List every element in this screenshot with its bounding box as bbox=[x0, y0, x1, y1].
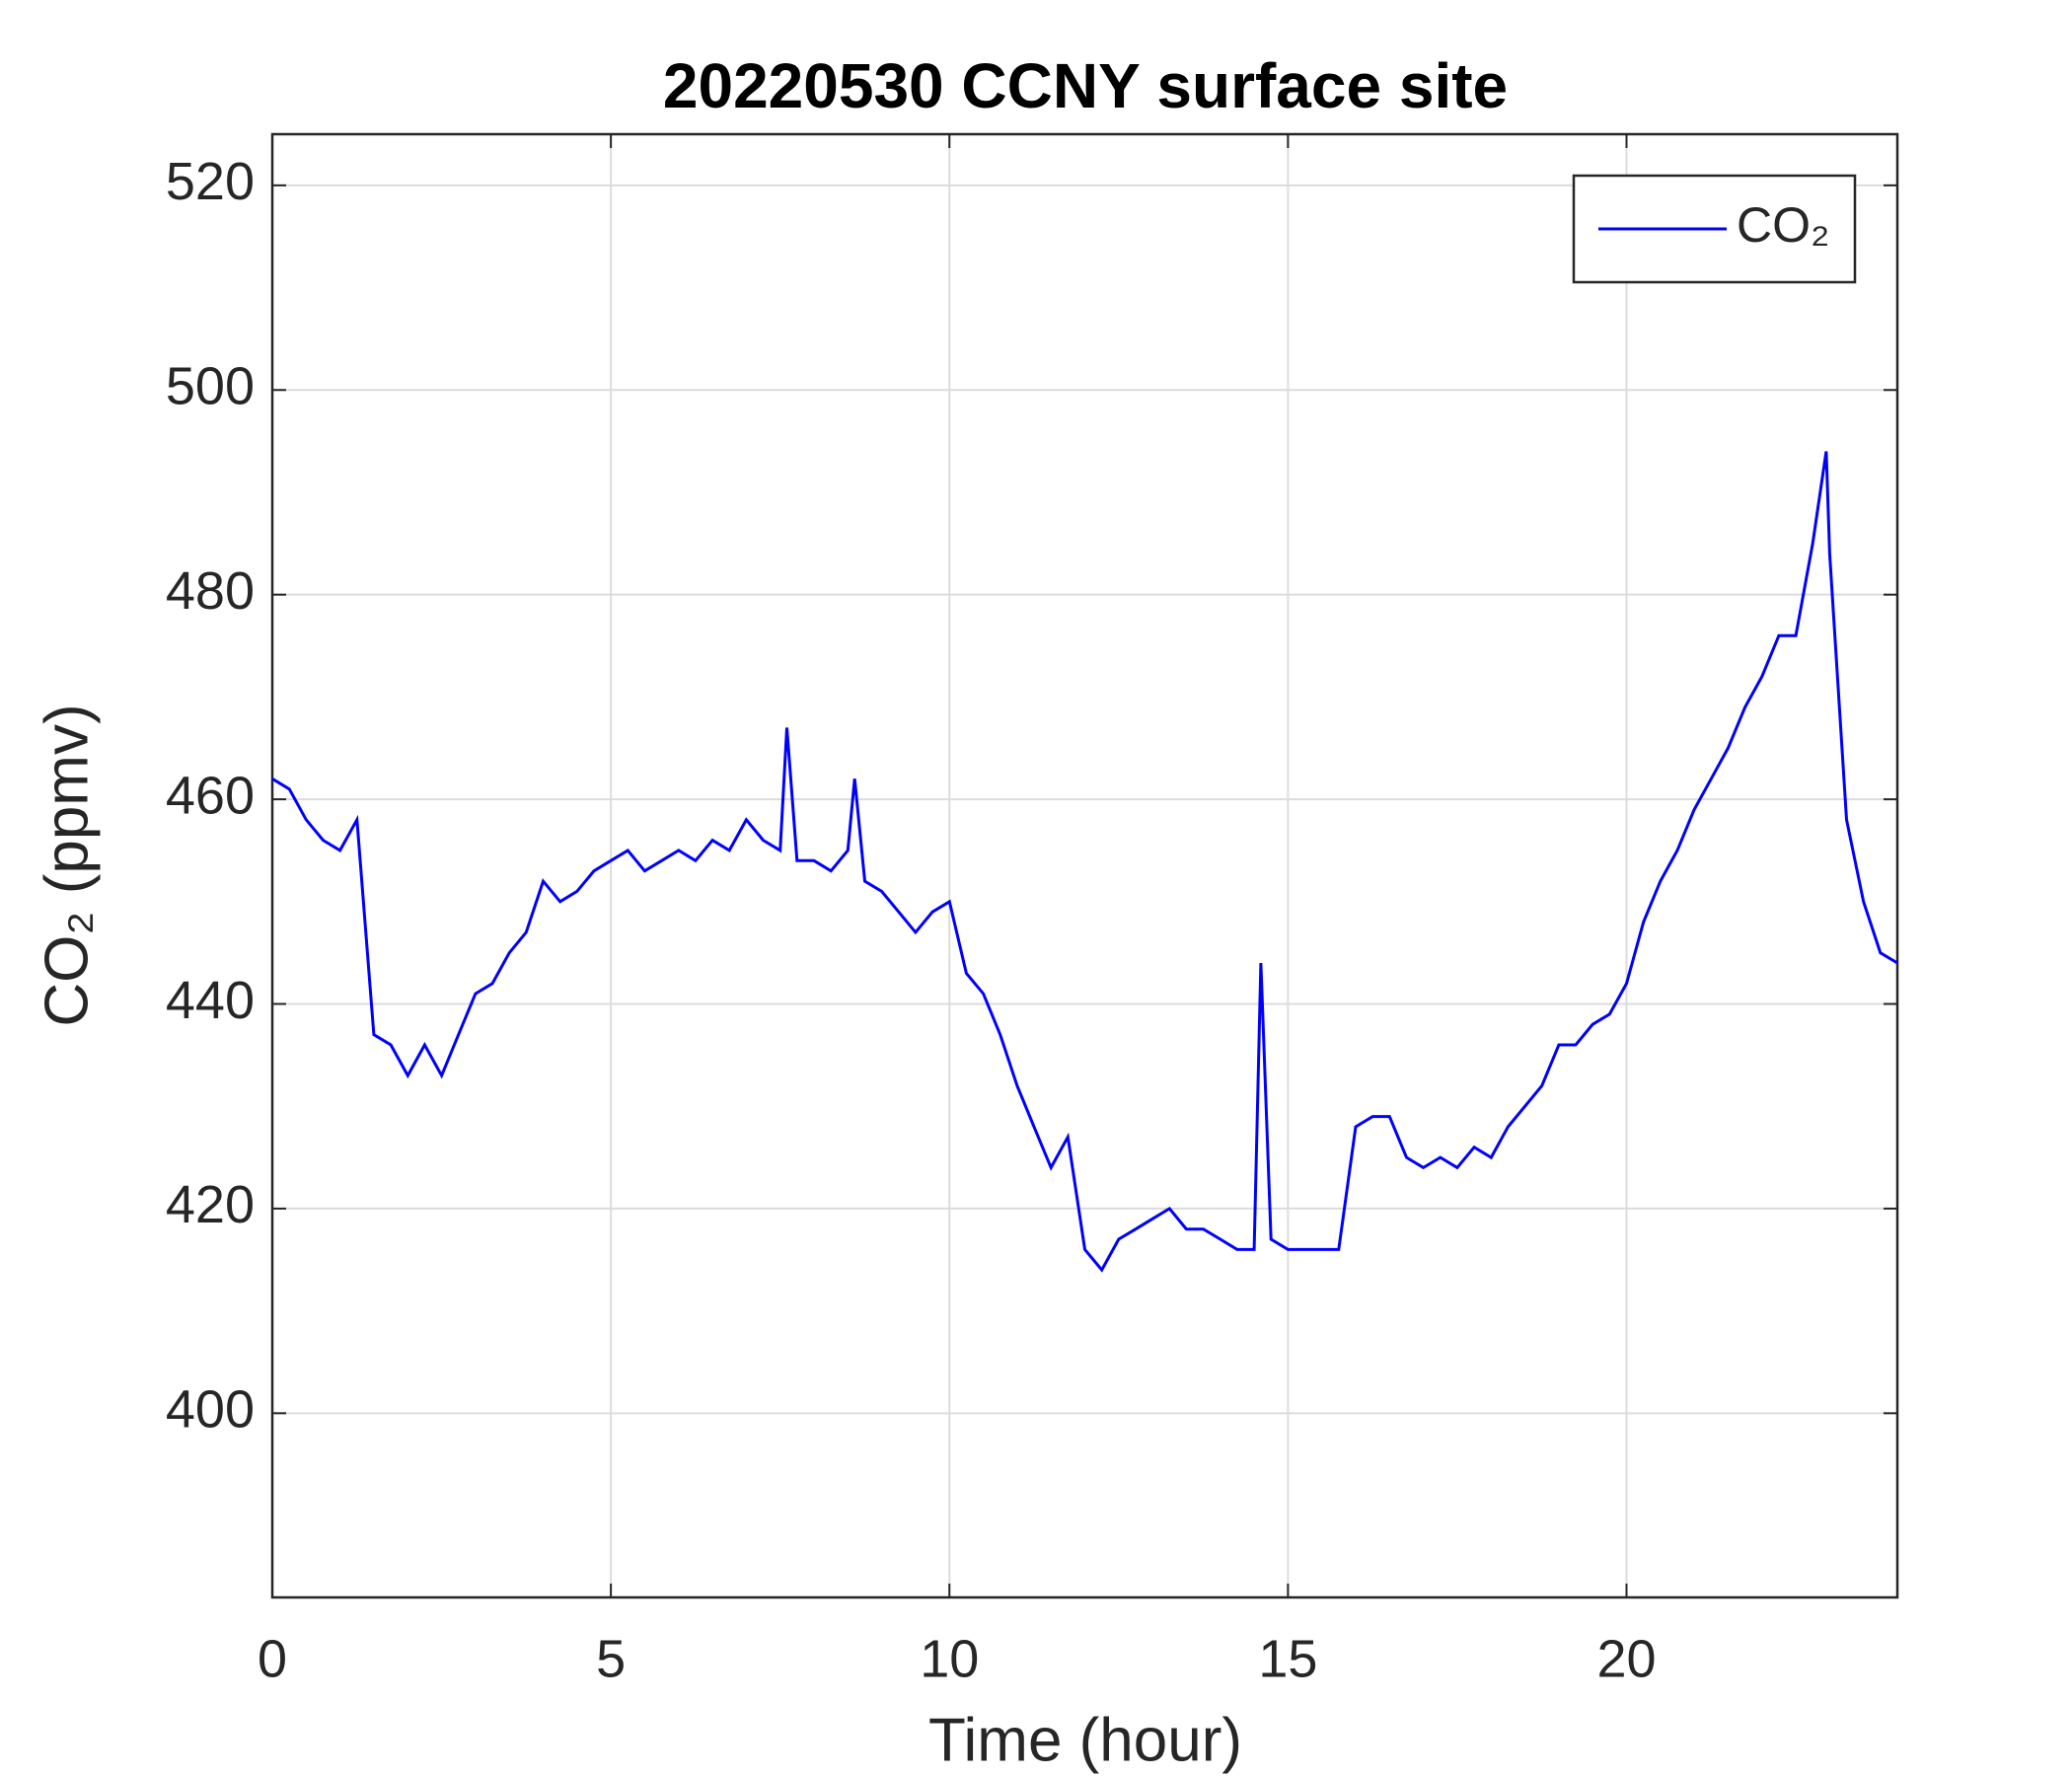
x-tick-label: 10 bbox=[920, 1629, 979, 1688]
x-tick-label: 15 bbox=[1258, 1629, 1317, 1688]
y-axis-label: CO₂ (ppmv) bbox=[33, 703, 101, 1026]
x-axis-label: Time (hour) bbox=[928, 1706, 1242, 1774]
x-tick-label: 5 bbox=[596, 1629, 626, 1688]
plot-frame bbox=[270, 132, 1899, 1599]
y-tick-label: 500 bbox=[166, 357, 255, 416]
x-tick-label: 0 bbox=[258, 1629, 287, 1688]
legend-label: CO₂ bbox=[1737, 197, 1829, 253]
data-line bbox=[271, 451, 1898, 1273]
y-tick-label: 420 bbox=[166, 1175, 255, 1234]
x-tick-label: 20 bbox=[1596, 1629, 1656, 1688]
y-tick-label: 460 bbox=[166, 766, 255, 825]
y-tick-label: 440 bbox=[166, 971, 255, 1030]
y-tick-label: 400 bbox=[166, 1380, 255, 1440]
chart-title: 20220530 CCNY surface site bbox=[663, 50, 1508, 121]
y-tick-label: 480 bbox=[166, 561, 255, 621]
y-tick-label: 520 bbox=[166, 152, 255, 211]
